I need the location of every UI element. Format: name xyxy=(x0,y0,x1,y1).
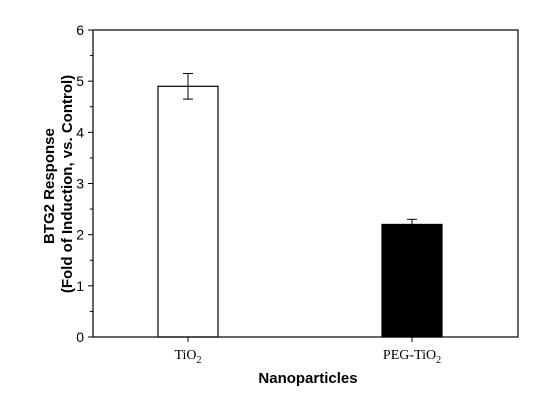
y-axis: 0 1 2 3 4 5 6 xyxy=(76,22,93,345)
error-bar-peg-tio2 xyxy=(407,218,417,231)
x-axis-title: Nanoparticles xyxy=(258,370,357,387)
x-tick-label: TiO2 xyxy=(174,348,201,366)
y-tick-label: 2 xyxy=(76,227,84,243)
x-tick-label: PEG-TiO2 xyxy=(383,348,441,366)
y-axis-title: BTG2 Response (Fold of Induction, vs. Co… xyxy=(41,75,76,293)
plot-frame xyxy=(92,29,519,338)
y-tick-label: 4 xyxy=(76,124,84,140)
y-tick-label: 5 xyxy=(76,73,84,89)
x-axis: TiO2 PEG-TiO2 xyxy=(174,337,441,366)
y-axis-title-line-1: BTG2 Response xyxy=(41,128,58,244)
plot-area xyxy=(92,29,519,338)
y-tick-label: 6 xyxy=(76,22,84,38)
y-axis-title-line-2: (Fold of Induction, vs. Control) xyxy=(59,75,76,293)
y-tick-label: 0 xyxy=(76,329,84,345)
bar-peg-tio2 xyxy=(381,223,443,338)
error-bar-tio2 xyxy=(183,72,193,100)
bar-tio2 xyxy=(157,85,219,338)
y-tick-label: 3 xyxy=(76,176,84,192)
y-tick-label: 1 xyxy=(76,278,84,294)
